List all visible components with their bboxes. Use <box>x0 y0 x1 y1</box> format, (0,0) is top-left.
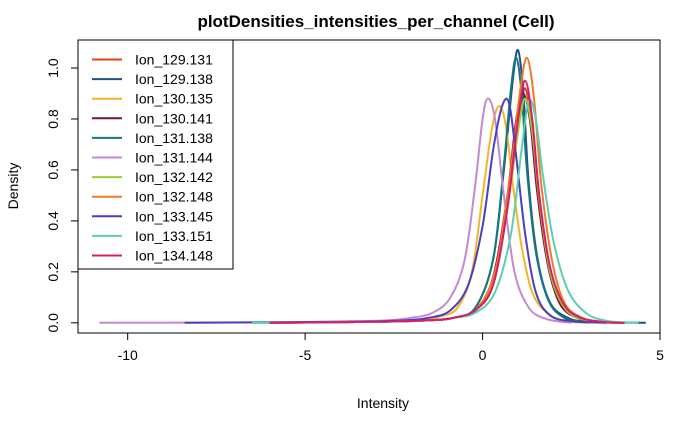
legend-label: Ion_130.141 <box>135 110 213 126</box>
legend-items: Ion_129.131 Ion_129.138 Ion_130.135 Ion_130… <box>92 52 213 264</box>
series-line-6 <box>251 97 625 324</box>
y-axis-label: Density <box>5 163 21 210</box>
chart-title: plotDensities_intensities_per_channel (C… <box>197 12 554 31</box>
x-tick-label: 0 <box>479 347 487 363</box>
y-tick-label: 0.4 <box>45 211 61 231</box>
legend-label: Ion_131.144 <box>135 150 213 166</box>
x-tick-label: -5 <box>299 347 312 363</box>
series-line-9 <box>251 98 639 324</box>
legend-label: Ion_134.148 <box>135 248 213 264</box>
legend-label: Ion_133.145 <box>135 208 213 224</box>
y-tick-label: 0.2 <box>45 262 61 282</box>
y-tick-label: 1.0 <box>45 58 61 78</box>
legend-label: Ion_132.142 <box>135 169 213 185</box>
y-tick-label: 0.0 <box>45 313 61 333</box>
series-line-7 <box>269 56 625 324</box>
legend-label: Ion_133.151 <box>135 228 213 244</box>
series-line-1 <box>251 49 646 324</box>
series-line-0 <box>269 87 625 324</box>
x-tick-label: -10 <box>118 347 138 363</box>
legend-label: Ion_130.135 <box>135 91 213 107</box>
y-tick-label: 0.8 <box>45 109 61 129</box>
legend: Ion_129.131 Ion_129.138 Ion_130.135 Ion_130… <box>77 39 234 270</box>
legend-label: Ion_129.131 <box>135 52 213 68</box>
legend-label: Ion_132.148 <box>135 189 213 205</box>
series-line-4 <box>269 56 625 324</box>
series-layer <box>99 49 646 324</box>
x-axis-label: Intensity <box>357 395 409 411</box>
series-line-3 <box>269 92 625 324</box>
y-tick-label: 0.6 <box>45 160 61 180</box>
series-line-10 <box>269 79 625 324</box>
x-tick-label: 5 <box>656 347 664 363</box>
legend-label: Ion_131.138 <box>135 130 213 146</box>
legend-label: Ion_129.138 <box>135 71 213 87</box>
